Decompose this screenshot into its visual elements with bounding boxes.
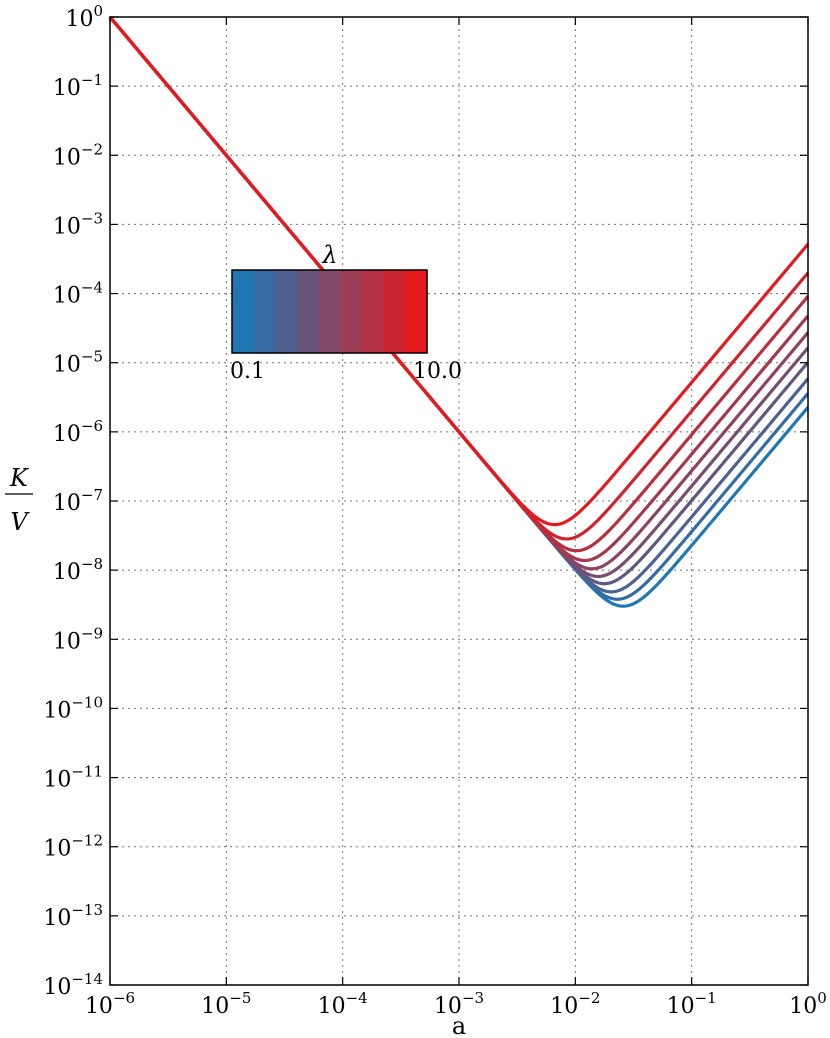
colorbar-segment [232, 270, 255, 353]
y-tick-label: 10−2 [53, 140, 103, 170]
x-tick-label: 100 [789, 989, 827, 1019]
axis-ticks [109, 16, 809, 986]
y-axis-label-numerator: K [9, 464, 30, 492]
colorbar-segment [318, 270, 341, 353]
curves [108, 15, 810, 608]
colorbar-max-label: 10.0 [413, 359, 462, 384]
y-axis-label: K V [5, 464, 33, 536]
y-tick-label: 10−14 [43, 970, 103, 1000]
colorbar-segment [405, 270, 428, 353]
colorbar-title: λ [321, 241, 337, 269]
x-tick-label: 10−2 [550, 989, 600, 1019]
y-tick-label: 10−13 [43, 901, 103, 931]
colorbar-segment [253, 270, 276, 353]
y-tick-label: 10−12 [43, 832, 103, 862]
y-tick-label: 10−6 [53, 417, 103, 447]
x-tick-label: 10−4 [318, 989, 368, 1019]
y-tick-label: 10−8 [53, 555, 103, 585]
y-axis-label-denominator: V [10, 508, 30, 536]
colorbar-segments [232, 270, 428, 353]
y-tick-label: 10−1 [53, 71, 103, 101]
y-tick-label: 10−11 [43, 763, 103, 793]
x-tick-labels: 10−6 10−5 10−4 10−3 10−2 10−1 100 [85, 989, 827, 1019]
y-tick-label: 10−5 [53, 348, 103, 378]
colorbar-segment [340, 270, 363, 353]
colorbar-segment [297, 270, 320, 353]
series-line [108, 15, 810, 527]
colorbar-segment [362, 270, 385, 353]
y-tick-label: 10−10 [43, 693, 103, 723]
colorbar: λ 0.1 10.0 [230, 241, 462, 384]
grid-lines [110, 17, 808, 985]
x-tick-label: 10−5 [201, 989, 251, 1019]
y-tick-labels: 100 10−1 10−2 10−3 10−4 10−5 10−6 10−7 10−8 10−9 1… [43, 2, 103, 1000]
x-axis-label: a [452, 1012, 466, 1038]
x-tick-label: 10−3 [434, 989, 484, 1019]
x-tick-label: 10−1 [667, 989, 717, 1019]
y-tick-label: 100 [65, 2, 103, 32]
colorbar-min-label: 0.1 [230, 359, 265, 384]
colorbar-segment [383, 270, 406, 353]
colorbar-segment [275, 270, 298, 353]
y-tick-label: 10−9 [53, 624, 103, 654]
y-tick-label: 10−3 [53, 209, 103, 239]
colorbar-frame [231, 269, 428, 354]
y-tick-label: 10−4 [53, 279, 103, 309]
x-tick-label: 10−6 [85, 989, 135, 1019]
y-tick-label: 10−7 [53, 486, 103, 516]
